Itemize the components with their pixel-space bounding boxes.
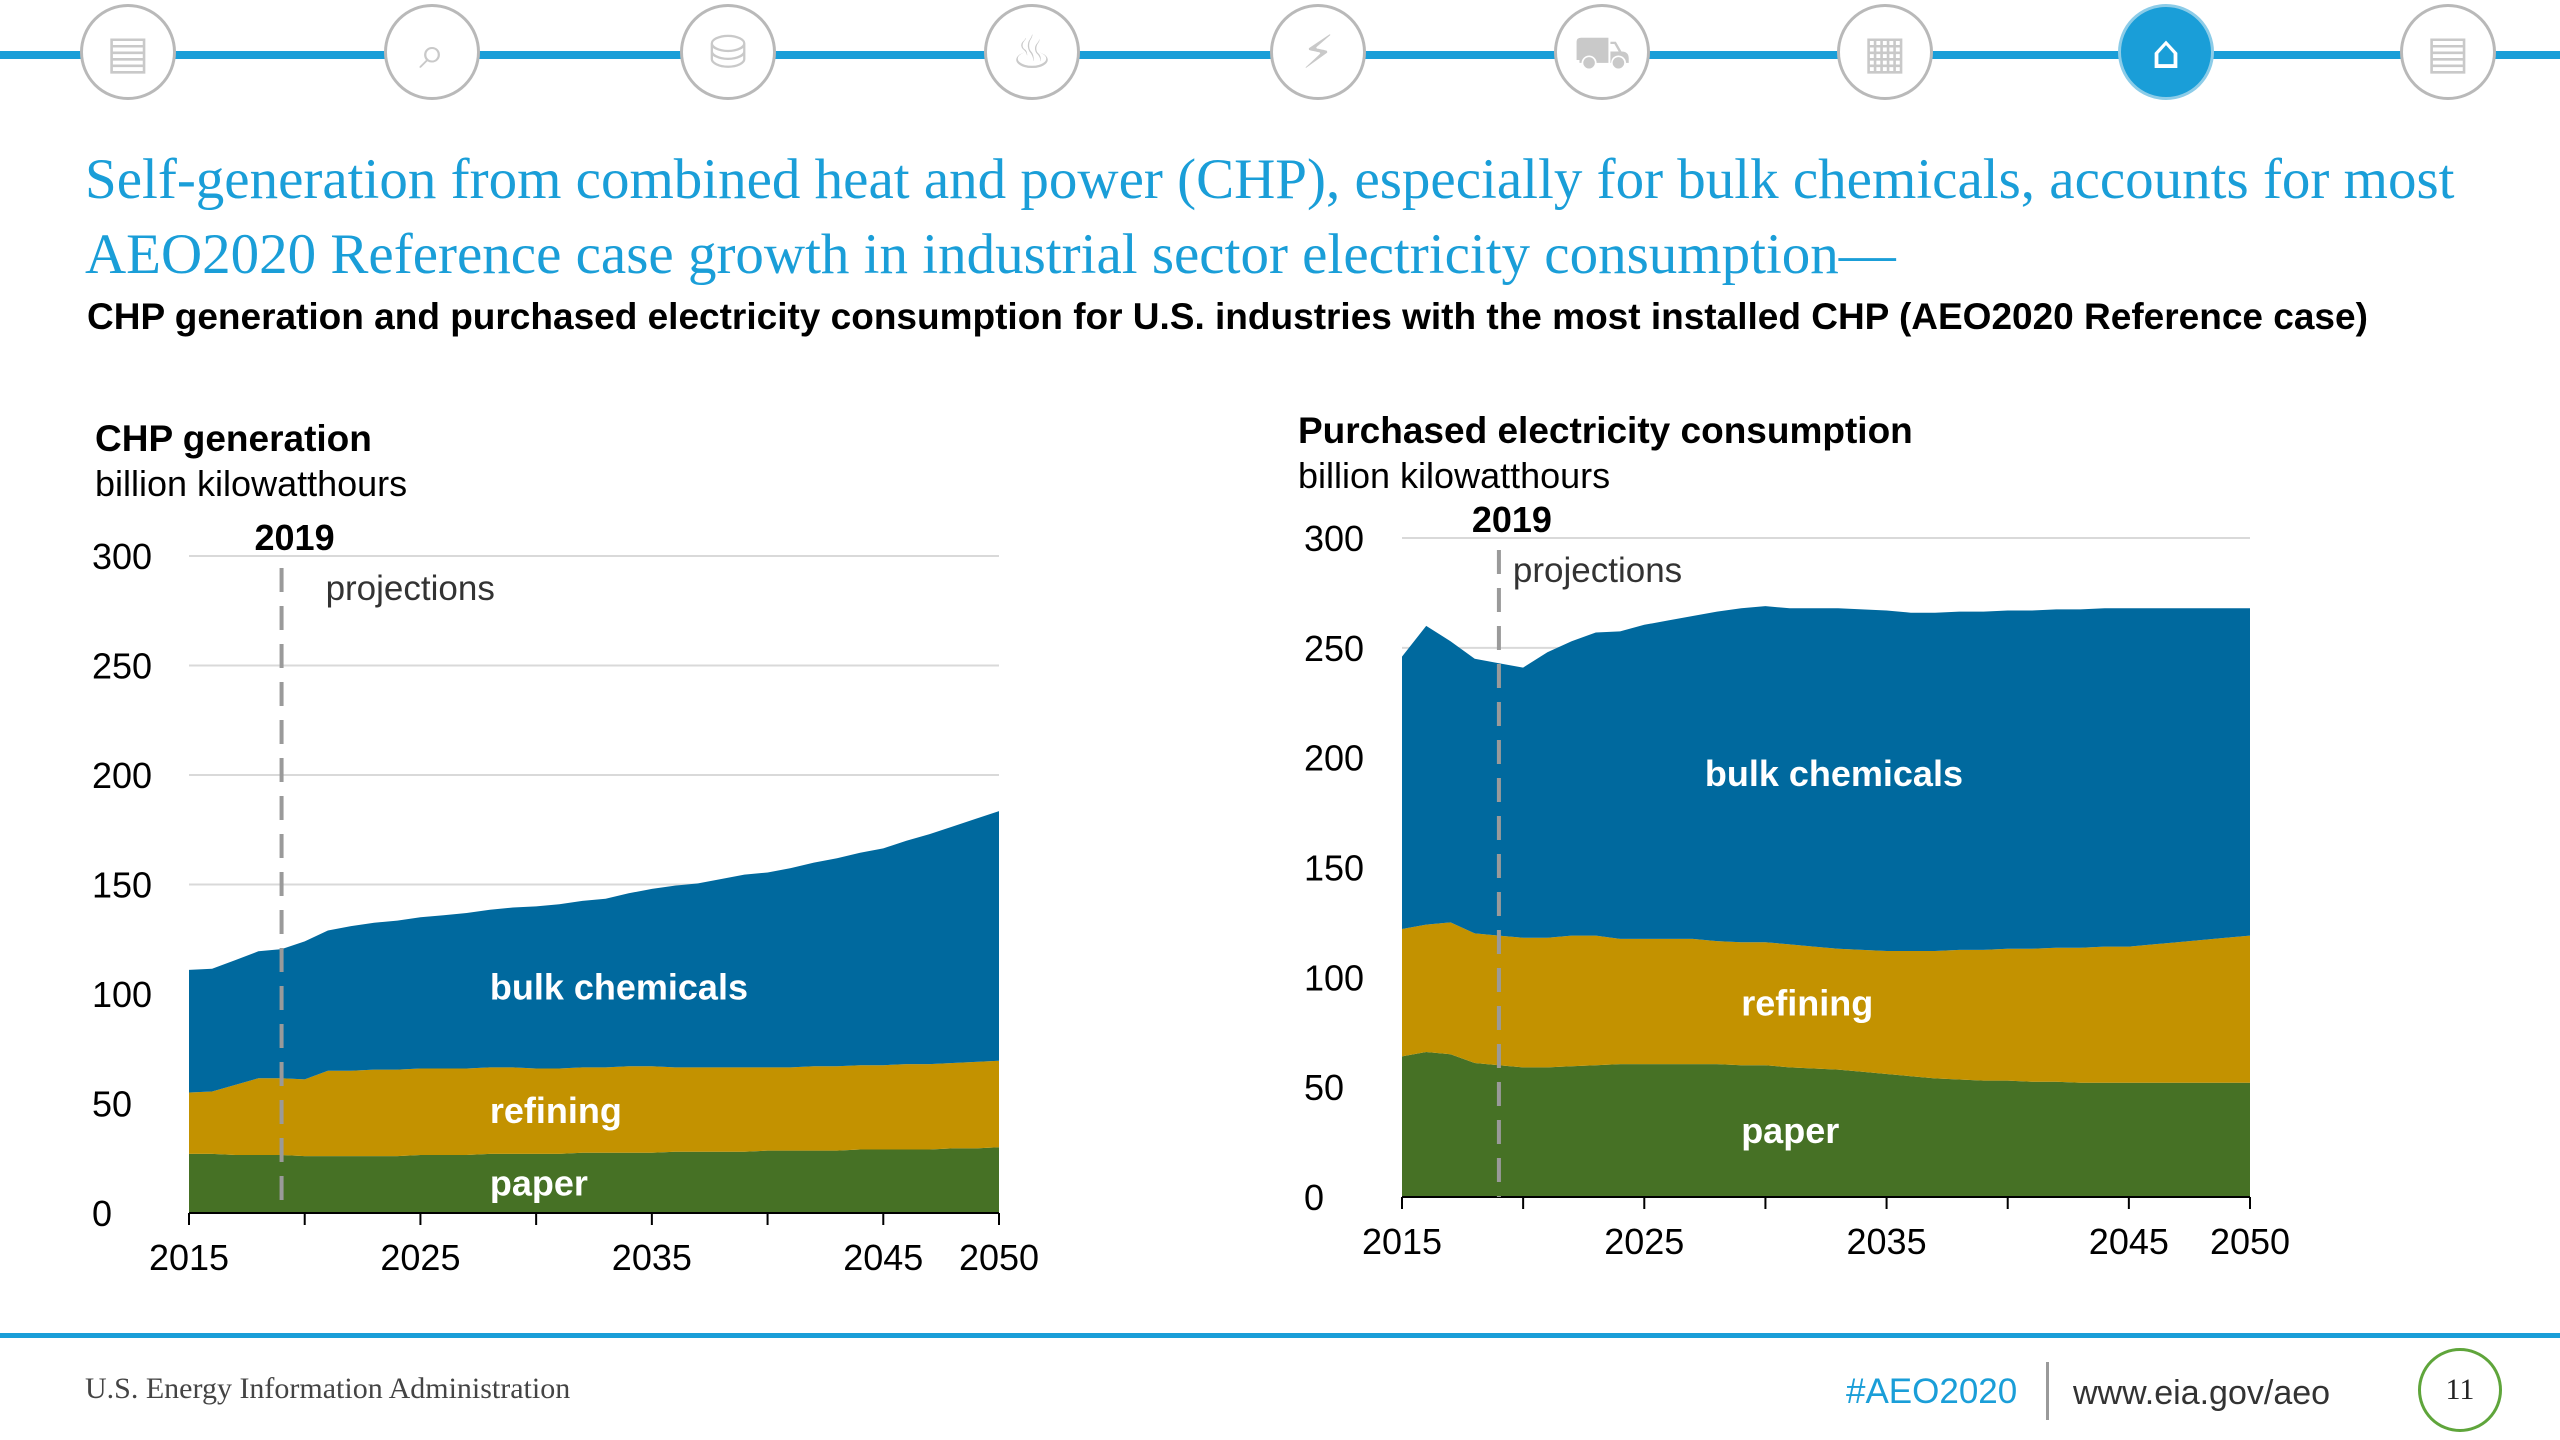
elec-y-tick-label: 150 xyxy=(1304,848,1364,889)
page-subtitle: CHP generation and purchased electricity… xyxy=(87,296,2368,337)
footer-separator xyxy=(2046,1362,2049,1420)
chp-y-tick-label: 150 xyxy=(92,865,152,906)
left-chart-title: CHP generation xyxy=(95,418,372,459)
industrial-icon[interactable]: ⌂ xyxy=(2118,4,2214,100)
elec-y-tick-label: 250 xyxy=(1304,628,1364,669)
hashtag-link[interactable]: #AEO2020 xyxy=(1846,1372,2018,1411)
chp-x-tick-label: 2035 xyxy=(612,1237,692,1278)
elec-area-refining xyxy=(1402,922,2250,1083)
elec-projections-label: projections xyxy=(1513,551,1682,590)
overview-icon[interactable]: ▤ xyxy=(80,4,176,100)
chp-area-paper xyxy=(189,1147,999,1213)
chp-x-tick-label: 2015 xyxy=(149,1237,229,1278)
left-chart-unit: billion kilowatthours xyxy=(95,463,408,504)
right-chart-title: Purchased electricity consumption xyxy=(1298,410,1913,451)
footer-line xyxy=(0,1333,2560,1338)
chp-y-tick-label: 100 xyxy=(92,974,152,1015)
chp-area-bulk-chemicals xyxy=(189,811,999,1093)
chp-y-tick-label: 0 xyxy=(92,1193,112,1234)
natural-gas-icon[interactable]: ♨ xyxy=(984,4,1080,100)
elec-y-tick-label: 0 xyxy=(1304,1177,1324,1218)
chp-y-tick-label: 250 xyxy=(92,646,152,687)
chp-label-refining: refining xyxy=(490,1090,622,1131)
chp-label-bulk-chemicals: bulk chemicals xyxy=(490,966,748,1007)
chp-label-paper: paper xyxy=(490,1162,588,1203)
chp-projections-label: projections xyxy=(326,569,495,608)
chp-x-tick-label: 2025 xyxy=(380,1237,460,1278)
page-title: Self-generation from combined heat and p… xyxy=(85,148,2455,286)
chp-x-tick-label: 2050 xyxy=(959,1237,1039,1278)
chp-y-tick-label: 50 xyxy=(92,1084,132,1125)
documents-icon[interactable]: ▤ xyxy=(2400,4,2496,100)
elec-marker-year: 2019 xyxy=(1472,499,1552,540)
electricity-icon[interactable]: ⚡ xyxy=(1270,4,1366,100)
elec-y-tick-label: 200 xyxy=(1304,738,1364,779)
chp-area-refining xyxy=(189,1060,999,1157)
footer-source: U.S. Energy Information Administration xyxy=(85,1372,571,1405)
petroleum-icon[interactable]: ⛁ xyxy=(680,4,776,100)
elec-area-paper xyxy=(1402,1052,2250,1197)
elec-label-refining: refining xyxy=(1741,983,1873,1024)
chp-y-tick-label: 200 xyxy=(92,755,152,796)
elec-label-bulk-chemicals: bulk chemicals xyxy=(1705,753,1963,794)
elec-y-tick-label: 300 xyxy=(1304,518,1364,559)
page-number: 11 xyxy=(2418,1348,2502,1432)
right-chart-unit: billion kilowatthours xyxy=(1298,455,1611,496)
elec-x-tick-label: 2050 xyxy=(2210,1221,2290,1262)
chp-y-tick-label: 300 xyxy=(92,536,152,577)
transportation-icon[interactable]: ⛟ xyxy=(1554,4,1650,100)
elec-x-tick-label: 2035 xyxy=(1847,1221,1927,1262)
chp-marker-year: 2019 xyxy=(255,517,335,558)
elec-label-paper: paper xyxy=(1741,1110,1839,1151)
elec-y-tick-label: 50 xyxy=(1304,1067,1344,1108)
elec-area-bulk-chemicals xyxy=(1402,606,2250,951)
buildings-icon[interactable]: ▦ xyxy=(1837,4,1933,100)
elec-y-tick-label: 100 xyxy=(1304,957,1364,998)
chp-x-tick-label: 2045 xyxy=(843,1237,923,1278)
elec-x-tick-label: 2015 xyxy=(1362,1221,1442,1262)
elec-x-tick-label: 2045 xyxy=(2089,1221,2169,1262)
elec-x-tick-label: 2025 xyxy=(1604,1221,1684,1262)
analysis-icon[interactable]: ⌕ xyxy=(384,4,480,100)
website-link[interactable]: www.eia.gov/aeo xyxy=(2073,1374,2331,1412)
